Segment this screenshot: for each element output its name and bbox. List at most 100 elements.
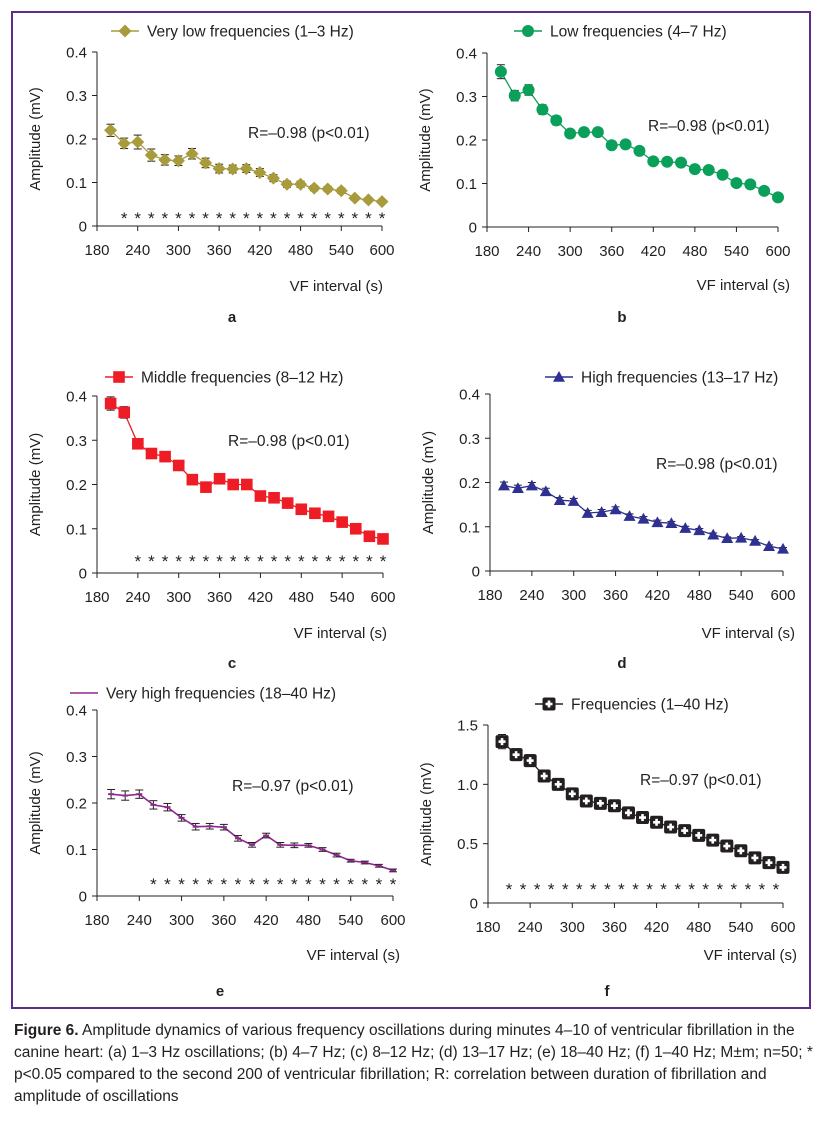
- legend-label-b: Low frequencies (4–7 Hz): [550, 24, 727, 41]
- data-point-c: [132, 437, 144, 450]
- significance-star-e: *: [192, 875, 199, 894]
- x-tick-label-b: 300: [558, 243, 583, 260]
- y-axis-label-a: Amplitude (mV): [27, 87, 44, 190]
- caption-text: Amplitude dynamics of various frequency …: [14, 1022, 813, 1105]
- data-point-d: [693, 524, 706, 536]
- figure-caption: Figure 6. Amplitude dynamics of various …: [14, 1020, 814, 1108]
- data-point-b: [633, 144, 646, 157]
- x-tick-label-b: 480: [682, 243, 707, 260]
- figure-frame: [11, 11, 811, 1009]
- significance-star-c: *: [339, 552, 346, 571]
- significance-star-a: *: [216, 209, 223, 228]
- significance-star-a: *: [311, 209, 318, 228]
- legend-label-d: High frequencies (13–17 Hz): [581, 370, 778, 387]
- correlation-annotation-f: R=–0.97 (p<0.01): [640, 772, 762, 789]
- legend-marker-c: [113, 371, 125, 383]
- data-point-a: [158, 153, 172, 167]
- data-point-b: [591, 126, 604, 139]
- y-tick-label-f: 1.0: [457, 777, 478, 794]
- significance-star-c: *: [366, 552, 373, 571]
- y-tick-label-d: 0.3: [459, 431, 480, 448]
- data-point-a: [104, 123, 118, 137]
- legend-a: Very low frequencies (1–3 Hz): [111, 24, 354, 41]
- data-point-d: [567, 495, 580, 506]
- significance-star-e: *: [178, 875, 185, 894]
- panel-label-f: f: [605, 983, 611, 1000]
- legend-marker-a: [118, 24, 132, 38]
- data-point-a: [117, 136, 131, 150]
- y-tick-label-a: 0: [79, 219, 87, 236]
- data-point-a: [226, 162, 240, 176]
- legend-label-c: Middle frequencies (8–12 Hz): [141, 370, 343, 387]
- chart-c: 0 0.1 0.2 0.3 0.4 180 240 300 360 420 480 540 600 VF …: [27, 370, 396, 673]
- legend-f: Frequencies (1–40 Hz): [535, 697, 729, 714]
- y-tick-label-e: 0.3: [66, 749, 87, 766]
- data-point-c: [349, 522, 362, 535]
- x-tick-label-d: 420: [645, 587, 670, 604]
- y-axis-label-c: Amplitude (mV): [27, 433, 44, 536]
- y-axis-label-e: Amplitude (mV): [27, 751, 44, 854]
- x-tick-label-e: 480: [296, 912, 321, 929]
- significance-star-a: *: [379, 209, 386, 228]
- data-point-c: [254, 490, 267, 502]
- significance-star-a: *: [257, 209, 264, 228]
- x-tick-label-d: 360: [603, 587, 628, 604]
- significance-star-f: *: [590, 880, 597, 899]
- data-point-d: [735, 531, 748, 543]
- significance-star-a: *: [175, 209, 182, 228]
- data-point-a: [199, 156, 213, 170]
- data-point-d: [595, 506, 608, 517]
- legend-label-e: Very high frequencies (18–40 Hz): [106, 686, 336, 703]
- x-tick-label-f: 600: [770, 919, 795, 936]
- significance-star-e: *: [277, 875, 284, 894]
- panel-label-c: c: [228, 655, 236, 672]
- x-axis-label-f: VF interval (s): [704, 947, 797, 964]
- x-tick-label-a: 300: [166, 242, 191, 259]
- x-tick-label-e: 300: [169, 912, 194, 929]
- data-point-b: [716, 168, 729, 181]
- significance-star-e: *: [319, 875, 326, 894]
- data-point-a: [266, 171, 280, 185]
- significance-star-a: *: [352, 209, 359, 228]
- x-tick-label-c: 600: [370, 589, 395, 606]
- y-tick-label-c: 0.1: [66, 521, 87, 538]
- significance-star-c: *: [257, 552, 264, 571]
- x-tick-label-b: 540: [724, 243, 749, 260]
- y-tick-label-b: 0.1: [456, 176, 477, 193]
- y-axis-label-b: Amplitude (mV): [417, 88, 434, 191]
- panel-label-d: d: [617, 655, 626, 672]
- figure-charts: 0 0.1 0.2 0.3 0.4 180 240 300 360 420 480 540 600 VF …: [27, 24, 797, 1001]
- significance-star-e: *: [361, 875, 368, 894]
- significance-star-f: *: [576, 880, 583, 899]
- data-point-a: [375, 195, 389, 209]
- x-axis-label-c: VF interval (s): [294, 625, 387, 642]
- data-point-b: [550, 114, 563, 127]
- data-point-b: [522, 83, 535, 96]
- x-tick-label-a: 420: [247, 242, 272, 259]
- data-point-c: [200, 481, 212, 493]
- significance-star-c: *: [175, 552, 182, 571]
- significance-star-c: *: [312, 552, 319, 571]
- data-point-d: [623, 510, 636, 521]
- y-tick-label-a: 0.1: [66, 175, 87, 192]
- y-tick-label-b: 0.2: [456, 133, 477, 150]
- x-tick-label-c: 420: [248, 589, 273, 606]
- significance-star-f: *: [520, 880, 527, 899]
- data-point-a: [253, 165, 267, 179]
- significance-star-a: *: [121, 209, 128, 228]
- x-axis-label-a: VF interval (s): [290, 278, 383, 295]
- y-tick-label-f: 0.5: [457, 836, 478, 853]
- legend-d: High frequencies (13–17 Hz): [545, 370, 778, 387]
- data-point-d: [609, 503, 622, 515]
- correlation-annotation-b: R=–0.98 (p<0.01): [648, 118, 770, 135]
- data-point-b: [578, 126, 590, 139]
- data-point-d: [581, 507, 594, 518]
- y-tick-label-d: 0: [472, 564, 480, 581]
- y-tick-label-b: 0.3: [456, 89, 477, 106]
- y-tick-label-d: 0.2: [459, 475, 480, 492]
- x-tick-label-b: 600: [765, 243, 790, 260]
- significance-star-e: *: [206, 875, 213, 894]
- significance-star-c: *: [230, 552, 237, 571]
- caption-label: Figure 6.: [14, 1022, 79, 1039]
- significance-star-f: *: [548, 880, 555, 899]
